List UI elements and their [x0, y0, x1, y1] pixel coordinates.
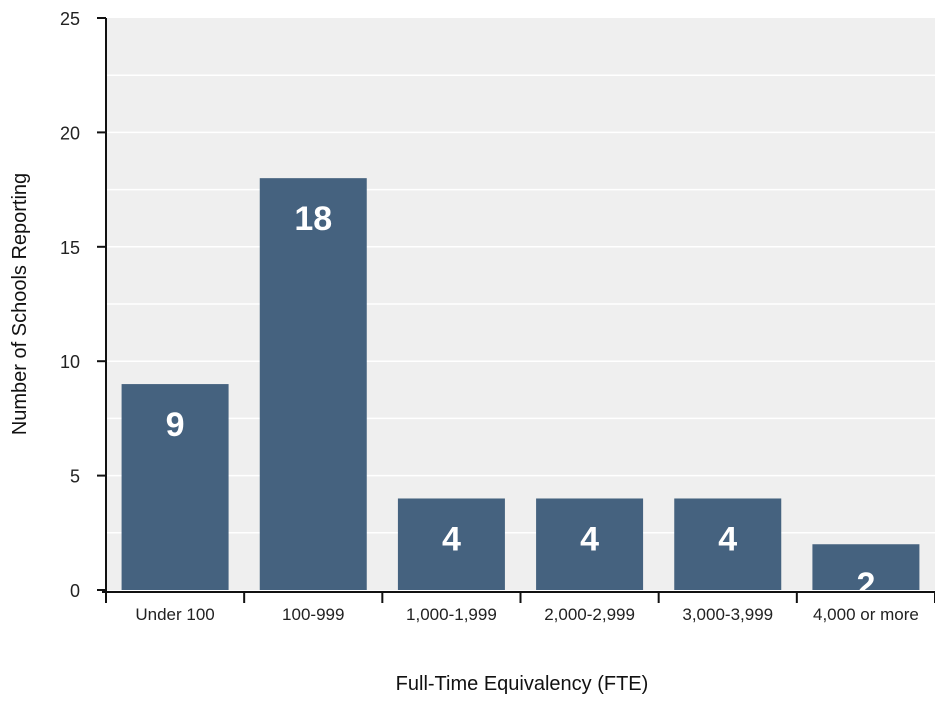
bar	[397, 498, 505, 590]
data-label: 4	[442, 520, 461, 558]
y-tick-label: 5	[70, 467, 80, 487]
y-tick-label: 20	[60, 123, 80, 143]
bars	[121, 178, 920, 590]
x-tick-label: 4,000 or more	[813, 605, 919, 624]
x-axis-title: Full-Time Equivalency (FTE)	[396, 673, 649, 695]
x-tick-label: 2,000-2,999	[544, 605, 635, 624]
bar	[536, 498, 644, 590]
axes: 0 5 10 15 20 25 Under 100 100-999 1,000-1,999 2,0…	[60, 9, 935, 624]
bar	[121, 384, 229, 590]
x-tick-label: Under 100	[135, 605, 214, 624]
data-label: 2	[856, 566, 875, 604]
x-tick-label: 1,000-1,999	[406, 605, 497, 624]
bar	[674, 498, 782, 590]
y-tick-label: 10	[60, 352, 80, 372]
y-tick-label: 25	[60, 9, 80, 29]
data-label: 18	[294, 200, 332, 238]
gridlines	[106, 74, 935, 534]
y-tick-label: 15	[60, 238, 80, 258]
x-tick-label: 3,000-3,999	[682, 605, 773, 624]
y-tick-label: 0	[70, 581, 80, 601]
data-label: 9	[166, 406, 185, 444]
data-label: 4	[580, 520, 599, 558]
bar	[812, 544, 920, 590]
y-axis-title: Number of Schools Reporting	[9, 173, 31, 435]
data-labels: 9 18 4 4 4 2	[166, 200, 876, 604]
x-tick-label: 100-999	[282, 605, 344, 624]
bar	[259, 178, 367, 590]
data-label: 4	[718, 520, 737, 558]
